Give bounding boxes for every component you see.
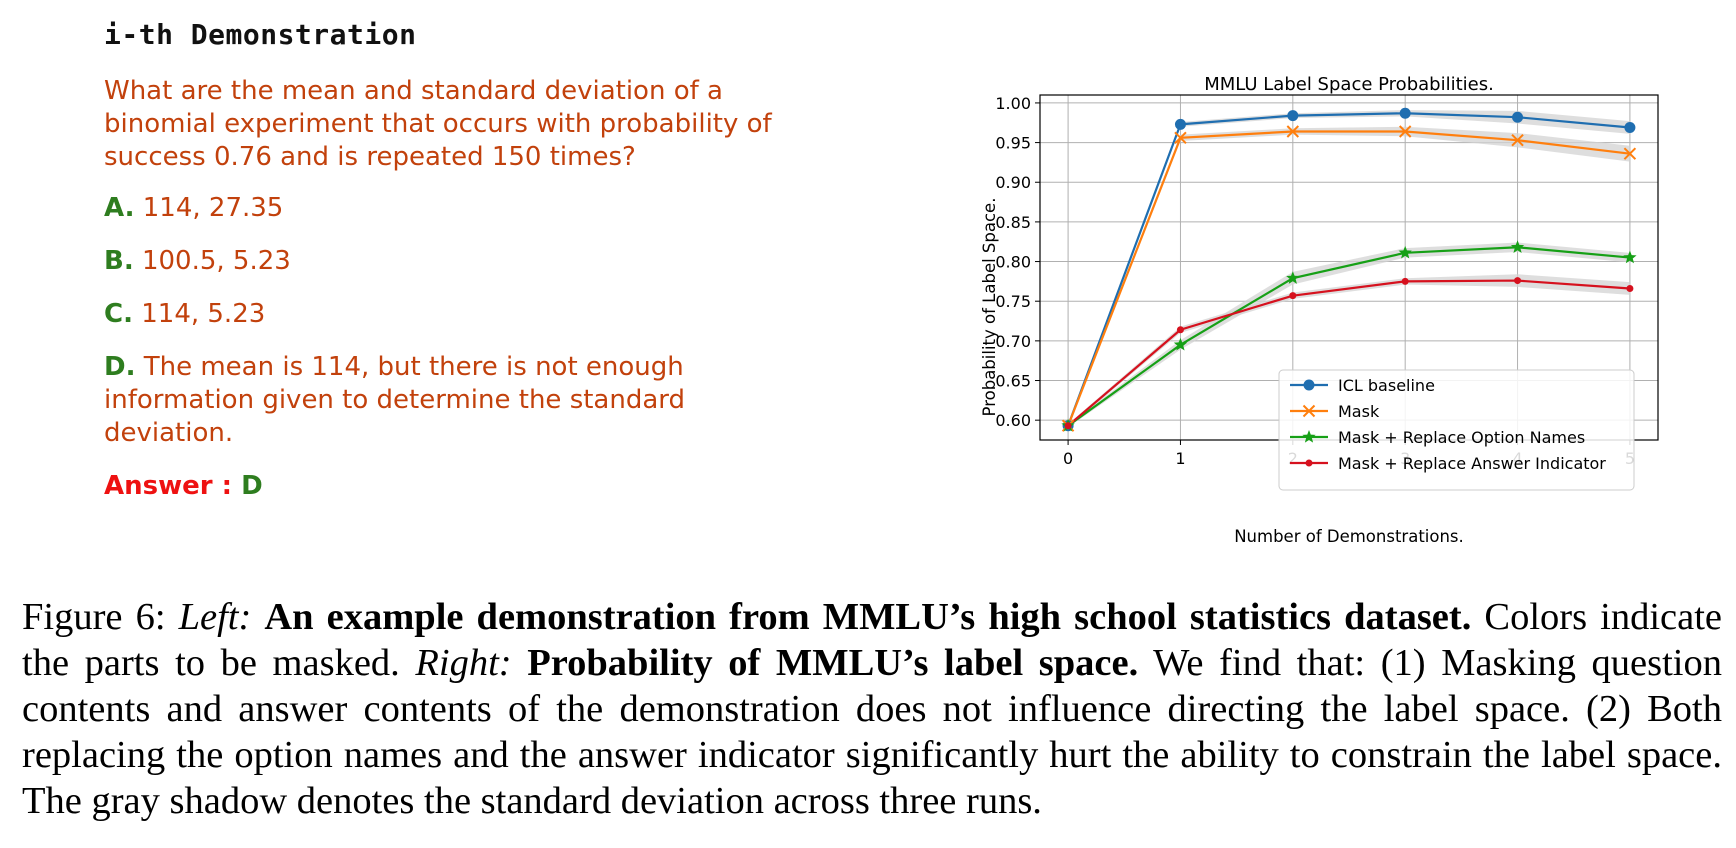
option-text: 100.5, 5.23 — [133, 246, 291, 276]
y-tick-label: 0.75 — [995, 292, 1031, 311]
series-line-mask-replace-option-names — [1067, 246, 1631, 427]
legend-entries: ICL baseline Mask Mask + Replace Option Na… — [1290, 376, 1606, 473]
data-point-icl-baseline — [1624, 122, 1636, 134]
data-point-mask-replace-answer-indicator — [1514, 277, 1522, 285]
answer-label: Answer : — [104, 471, 242, 501]
data-point-mask — [1511, 133, 1524, 147]
option-a: A. 114, 27.35 — [104, 192, 804, 225]
data-point-mask — [1398, 125, 1412, 138]
legend-marker-mask-replace-answer-indicator — [1305, 459, 1313, 467]
chart-legend: ICL baseline Mask Mask + Replace Option Na… — [1278, 369, 1635, 491]
data-point-icl-baseline — [1287, 110, 1299, 122]
caption-figure-label: Figure 6: — [22, 596, 179, 638]
option-b: B. 100.5, 5.23 — [104, 245, 804, 278]
y-tick-label: 0.95 — [995, 134, 1031, 153]
option-c: C. 114, 5.23 — [104, 298, 804, 331]
legend-marker-icl-baseline — [1303, 379, 1315, 391]
data-point-mask — [1286, 125, 1300, 138]
series-line-icl-baseline — [1067, 112, 1631, 427]
series-line-mask — [1067, 130, 1631, 427]
legend-label-mask-replace-answer-indicator: Mask + Replace Answer Indicator — [1338, 454, 1606, 473]
legend-label-mask-replace-option-names: Mask + Replace Option Names — [1338, 428, 1585, 447]
data-point-mask — [1623, 147, 1637, 160]
y-tick-label: 0.65 — [995, 372, 1031, 391]
caption-left-text: Colors indicate the parts to be masked. — [22, 596, 1722, 684]
option-text: 114, 27.35 — [134, 193, 284, 223]
label-space-chart: MMLU Label Space Probabilities. 0.60 0.65… — [980, 74, 1659, 546]
data-point-mask-replace-answer-indicator — [1289, 292, 1297, 300]
data-point-mask-replace-answer-indicator — [1176, 326, 1184, 334]
option-letter: C. — [104, 299, 133, 329]
legend-marker-mask — [1302, 404, 1316, 418]
data-point-mask-replace-answer-indicator — [1626, 285, 1634, 293]
series-lines-layer — [1067, 112, 1631, 427]
y-tick-label: 0.85 — [995, 213, 1031, 232]
y-tick-label: 1.00 — [995, 94, 1031, 113]
series-line-mask-replace-answer-indicator — [1067, 279, 1630, 427]
data-point-mask-replace-option-names — [1510, 240, 1525, 253]
data-point-mask-replace-option-names — [1398, 245, 1412, 259]
data-point-icl-baseline — [1174, 118, 1186, 130]
y-axis-label: Probability of Label Space. — [980, 198, 999, 417]
series-markers-layer — [1061, 107, 1637, 432]
option-letter: B. — [104, 246, 134, 276]
x-axis-label: Number of Demonstrations. — [1234, 527, 1464, 546]
std-shadow-mask-replace-answer-indicator — [1068, 274, 1630, 428]
data-point-mask-replace-answer-indicator — [1064, 422, 1072, 430]
demonstration-heading: i-th Demonstration — [104, 18, 417, 51]
legend-label-mask: Mask — [1338, 402, 1380, 421]
answer-row: Answer : D — [104, 470, 804, 503]
data-point-icl-baseline — [1512, 111, 1524, 123]
figure-caption: Figure 6: Left: An example demonstration… — [22, 594, 1722, 824]
answer-value: D — [241, 471, 263, 501]
x-tick-label: 1 — [1175, 449, 1185, 468]
legend-marker-mask-replace-option-names — [1302, 430, 1316, 443]
option-letter: A. — [104, 193, 135, 223]
data-point-mask-replace-option-names — [1173, 337, 1188, 351]
chart-title: MMLU Label Space Probabilities. — [1204, 74, 1494, 95]
caption-right-title: Probability of MMLU’s label space. — [527, 642, 1139, 684]
y-tick-label: 0.80 — [995, 253, 1031, 272]
y-tick-label: 0.90 — [995, 173, 1031, 192]
y-tick-label: 0.60 — [995, 411, 1031, 430]
data-point-mask-replace-option-names — [1623, 250, 1637, 264]
option-text: The mean is 114, but there is not enough… — [104, 352, 686, 448]
caption-right-label: Right: — [415, 642, 512, 684]
caption-right-text: We find that: (1) Masking question conte… — [22, 642, 1723, 822]
option-letter: D. — [104, 352, 136, 382]
std-shadow-layer — [1068, 110, 1630, 428]
caption-left-title: An example demonstration from MMLU’s hig… — [264, 596, 1472, 638]
caption-left-label: Left: — [178, 596, 252, 638]
y-tick-label: 0.70 — [995, 332, 1031, 351]
data-point-icl-baseline — [1399, 107, 1411, 119]
data-point-mask-replace-answer-indicator — [1401, 277, 1409, 285]
legend-box — [1278, 369, 1635, 491]
x-tick-label: 0 — [1063, 449, 1073, 468]
question-text: What are the mean and standard deviation… — [104, 76, 772, 172]
demonstration-panel: i-th Demonstration What are the mean and… — [104, 18, 804, 503]
legend-label-icl-baseline: ICL baseline — [1338, 376, 1435, 395]
option-text: 114, 5.23 — [132, 299, 266, 329]
data-point-mask — [1174, 131, 1187, 145]
data-point-mask-replace-option-names — [1286, 271, 1300, 284]
option-d: D. The mean is 114, but there is not eno… — [104, 351, 744, 450]
